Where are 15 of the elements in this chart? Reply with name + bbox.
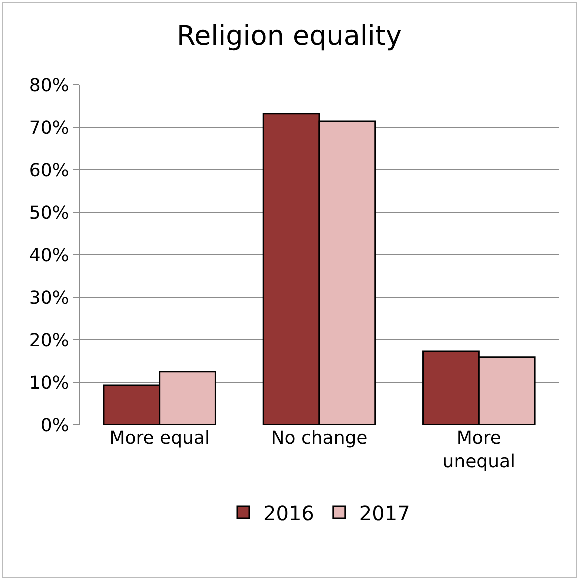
y-tick-label: 60% [29, 160, 70, 182]
x-tick-label: No change [271, 428, 368, 449]
y-tick-label: 50% [29, 202, 70, 224]
x-tick-label: More unequal [442, 428, 516, 472]
y-tick-label: 0% [40, 415, 70, 436]
y-tick-label: 30% [29, 288, 70, 309]
legend-label: 2016 [264, 501, 314, 526]
x-tick-label: More equal [110, 428, 210, 449]
y-tick-label: 10% [29, 372, 70, 394]
y-tick-label: 80% [29, 75, 70, 96]
y-tick-label: 40% [29, 245, 70, 266]
chart-title: Religion equality [177, 21, 402, 52]
y-tick-label: 20% [29, 330, 70, 352]
y-tick-label: 70% [29, 118, 70, 139]
legend-label: 2017 [359, 501, 410, 526]
